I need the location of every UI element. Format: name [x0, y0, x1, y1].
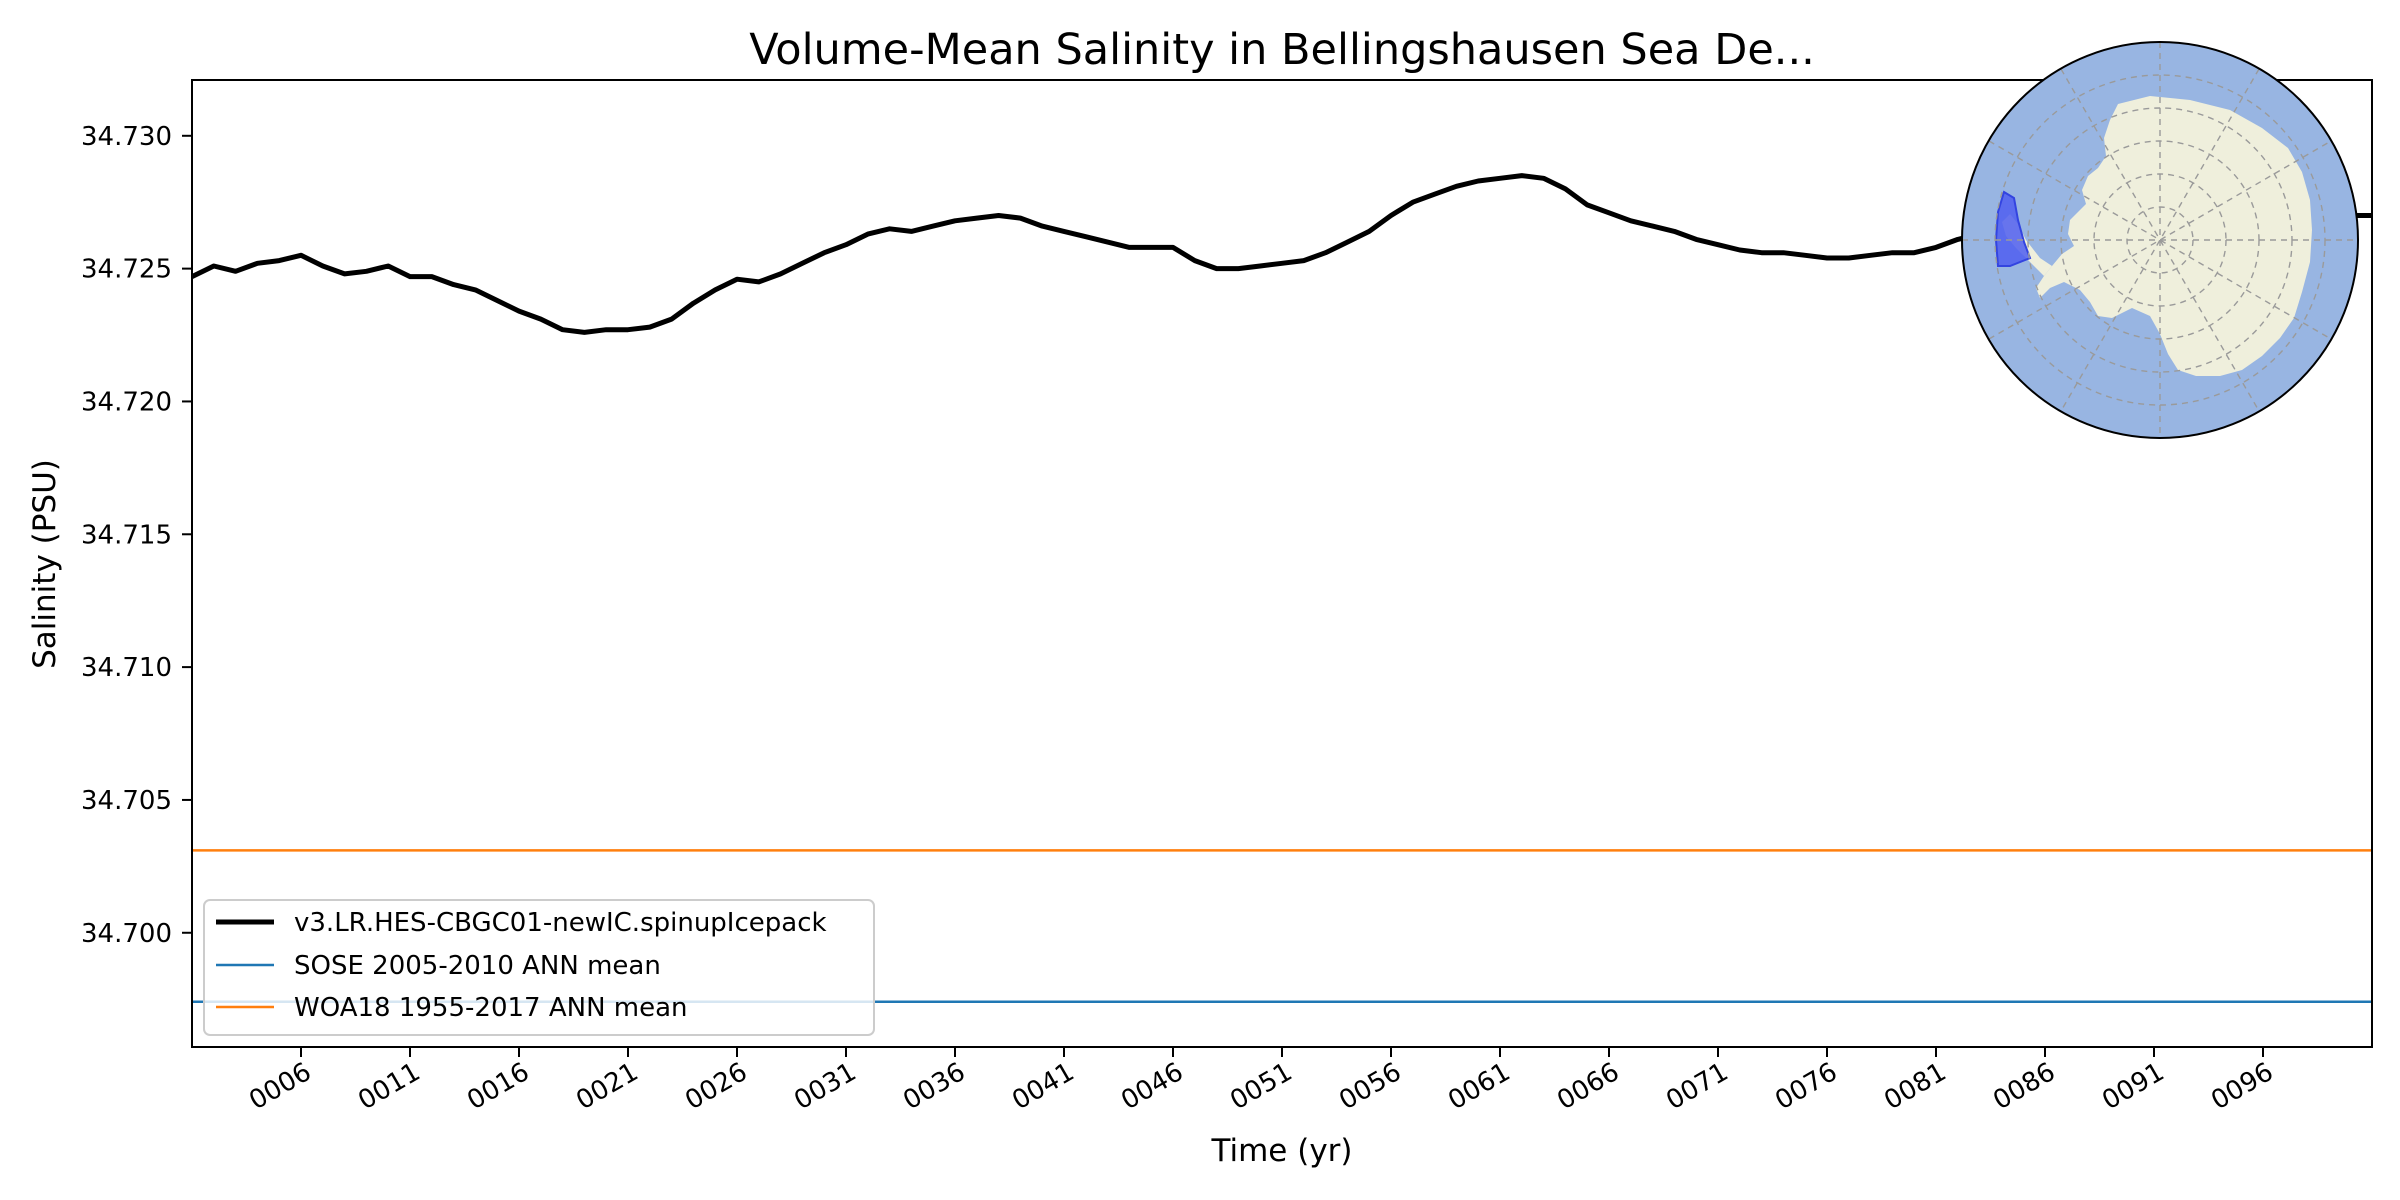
x-tick-label: 0076: [1770, 1057, 1842, 1116]
y-tick-label: 34.725: [81, 255, 172, 285]
x-tick-label: 0051: [1225, 1057, 1297, 1116]
x-tick-label: 0011: [353, 1057, 425, 1116]
x-tick-label: 0031: [789, 1057, 861, 1116]
map-antarctica-landmass: [2036, 96, 2312, 376]
x-tick-label: 0091: [2097, 1057, 2169, 1116]
x-tick-label: 0026: [680, 1057, 752, 1116]
y-tick-label: 34.720: [81, 387, 172, 417]
map-graticule: [1962, 42, 2358, 438]
y-tick-label: 34.730: [81, 122, 172, 152]
x-tick-label: 0056: [1334, 1057, 1406, 1116]
x-tick-label: 0006: [244, 1057, 316, 1116]
x-tick-label: 0086: [1988, 1057, 2060, 1116]
x-tick-label: 0061: [1443, 1057, 1515, 1116]
x-tick-label: 0016: [462, 1057, 534, 1116]
x-tick-label: 0081: [1879, 1057, 1951, 1116]
legend-label-woa18: WOA18 1955-2017 ANN mean: [294, 993, 688, 1023]
x-tick-label: 0096: [2206, 1057, 2278, 1116]
legend-label-sose: SOSE 2005-2010 ANN mean: [294, 951, 661, 981]
y-axis-title: Salinity (PSU): [27, 459, 63, 669]
x-tick-label: 0036: [898, 1057, 970, 1116]
x-tick-label: 0071: [1661, 1057, 1733, 1116]
chart-title: Volume-Mean Salinity in Bellingshausen S…: [749, 25, 1815, 75]
y-axis: 34.700 34.705 34.710 34.715 34.720 34.725 34.7…: [81, 122, 192, 949]
x-tick-label: 0021: [571, 1057, 643, 1116]
legend: v3.LR.HES-CBGC01-newIC.spinupIcepack SOS…: [203, 899, 875, 1036]
legend-box: [203, 899, 875, 1036]
y-tick-label: 34.705: [81, 786, 172, 816]
x-axis-title: Time (yr): [1211, 1133, 1353, 1169]
map-bellingshausen-region: [1994, 190, 2032, 267]
y-tick-label: 34.700: [81, 919, 172, 949]
map-globe-border: [1961, 41, 2359, 439]
legend-label-model: v3.LR.HES-CBGC01-newIC.spinupIcepack: [294, 908, 827, 938]
x-axis: 0006 0011 0016 0021 0026 0031 0036 0041 0046 0051…: [244, 1047, 2279, 1116]
x-tick-label: 0046: [1116, 1057, 1188, 1116]
y-tick-label: 34.715: [81, 520, 172, 550]
y-tick-label: 34.710: [81, 653, 172, 683]
x-tick-label: 0041: [1007, 1057, 1079, 1116]
x-tick-label: 0066: [1552, 1057, 1624, 1116]
antarctica-inset-map: [1961, 41, 2359, 439]
